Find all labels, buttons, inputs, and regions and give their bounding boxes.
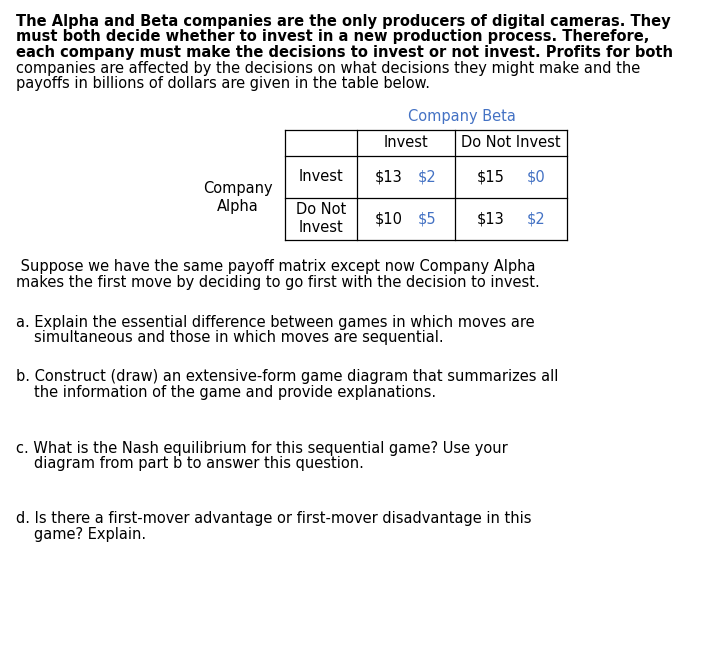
Text: $10: $10 (374, 211, 402, 226)
Text: The Alpha and Beta companies are the only producers of digital cameras. They: The Alpha and Beta companies are the onl… (16, 14, 670, 29)
Text: d. Is there a first-mover advantage or first-mover disadvantage in this: d. Is there a first-mover advantage or f… (16, 511, 531, 526)
Text: c. What is the Nash equilibrium for this sequential game? Use your: c. What is the Nash equilibrium for this… (16, 441, 508, 455)
Text: companies are affected by the decisions on what decisions they might make and th: companies are affected by the decisions … (16, 61, 640, 75)
Text: Do Not Invest: Do Not Invest (462, 135, 561, 150)
Text: $0: $0 (526, 169, 545, 184)
Text: Suppose we have the same payoff matrix except now Company Alpha: Suppose we have the same payoff matrix e… (16, 260, 536, 275)
Text: $13: $13 (477, 211, 505, 226)
Text: $5: $5 (418, 211, 437, 226)
Text: $15: $15 (477, 169, 505, 184)
Text: b. Construct (draw) an extensive-form game diagram that summarizes all: b. Construct (draw) an extensive-form ga… (16, 370, 559, 385)
Text: the information of the game and provide explanations.: the information of the game and provide … (34, 385, 436, 400)
Text: Invest: Invest (384, 135, 428, 150)
Text: Company Beta: Company Beta (408, 109, 516, 124)
Text: Do Not
Invest: Do Not Invest (296, 202, 346, 235)
Text: diagram from part b to answer this question.: diagram from part b to answer this quest… (34, 456, 364, 471)
Text: Company
Alpha: Company Alpha (203, 181, 273, 214)
Text: a. Explain the essential difference between games in which moves are: a. Explain the essential difference betw… (16, 315, 535, 330)
Text: game? Explain.: game? Explain. (34, 527, 146, 542)
Text: each company must make the decisions to invest or not invest. Profits for both: each company must make the decisions to … (16, 45, 673, 60)
Text: $2: $2 (526, 211, 545, 226)
Text: Invest: Invest (299, 169, 343, 184)
Text: must both decide whether to invest in a new production process. Therefore,: must both decide whether to invest in a … (16, 29, 649, 44)
Text: $2: $2 (418, 169, 437, 184)
Text: payoffs in billions of dollars are given in the table below.: payoffs in billions of dollars are given… (16, 76, 430, 91)
Text: makes the first move by deciding to go first with the decision to invest.: makes the first move by deciding to go f… (16, 275, 540, 290)
Text: simultaneous and those in which moves are sequential.: simultaneous and those in which moves ar… (34, 330, 444, 345)
Text: $13: $13 (374, 169, 402, 184)
